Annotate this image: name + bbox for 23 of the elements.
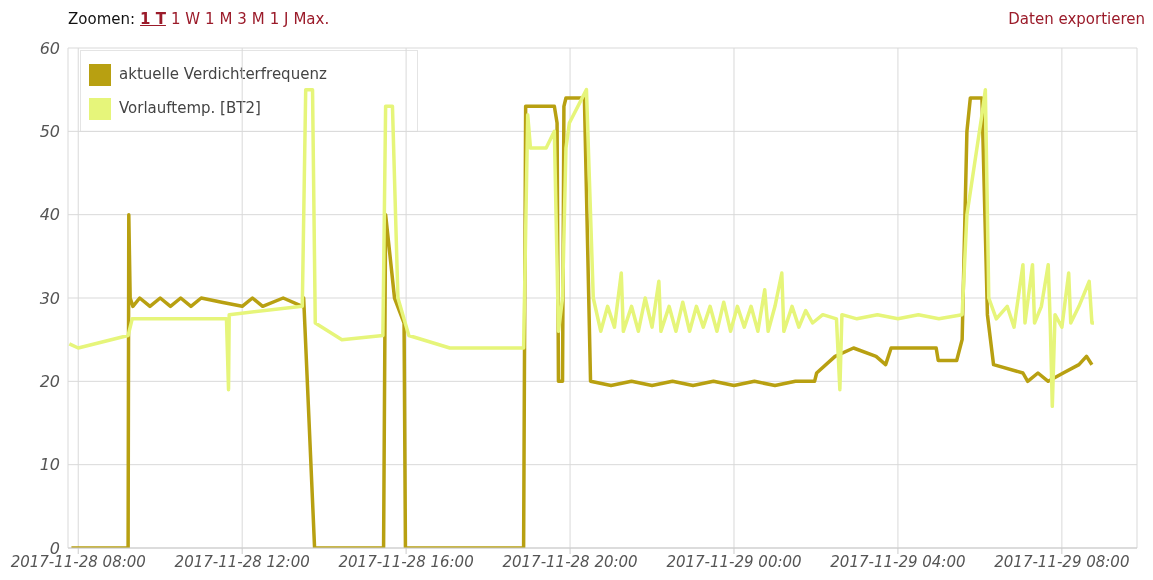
y-tick-label: 20: [39, 372, 60, 392]
x-tick-label: 2017-11-29 08:00: [994, 552, 1130, 571]
x-tick-label: 2017-11-29 00:00: [666, 552, 802, 571]
x-tick-label: 2017-11-29 04:00: [830, 552, 966, 571]
y-tick-label: 40: [39, 205, 60, 225]
y-tick-label: 60: [39, 38, 60, 58]
x-tick-label: 2017-11-28 12:00: [174, 552, 310, 571]
text: 1 M: [205, 10, 233, 28]
y-tick-label: 10: [39, 455, 60, 475]
text: 1 J: [269, 10, 289, 28]
x-tick-label: 2017-11-28 20:00: [502, 552, 638, 571]
text: Max.: [293, 10, 330, 28]
text: Zoomen:: [68, 10, 136, 28]
text: 1 W: [170, 10, 201, 28]
text: Daten exportieren: [1008, 10, 1145, 28]
text: 3 M: [237, 10, 265, 28]
y-tick-label: 50: [39, 122, 60, 142]
text: 1 T: [140, 10, 166, 28]
legend-label: aktuelle Verdichterfrequenz: [119, 65, 327, 83]
line-series: [68, 87, 1096, 409]
y-tick-label: 30: [39, 288, 60, 308]
legend-label: Vorlauftemp. [BT2]: [119, 99, 261, 117]
x-tick-label: 2017-11-28 16:00: [338, 552, 474, 571]
